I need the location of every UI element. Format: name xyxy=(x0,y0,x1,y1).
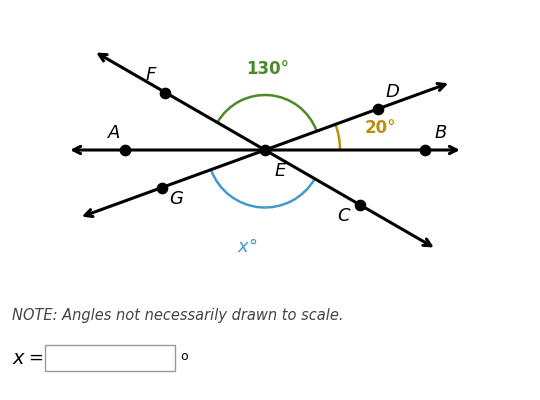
Text: B: B xyxy=(435,124,447,142)
FancyBboxPatch shape xyxy=(45,345,175,371)
Text: =: = xyxy=(28,349,43,367)
Text: $x$°: $x$° xyxy=(237,238,257,256)
Text: A: A xyxy=(107,124,120,142)
Point xyxy=(421,147,429,153)
Text: G: G xyxy=(170,190,184,208)
Text: NOTE: Angles not necessarily drawn to scale.: NOTE: Angles not necessarily drawn to sc… xyxy=(12,308,343,323)
Text: $x$: $x$ xyxy=(12,348,26,368)
Text: C: C xyxy=(338,207,350,225)
Text: D: D xyxy=(386,83,400,101)
Text: 130°: 130° xyxy=(246,60,289,78)
Text: o: o xyxy=(180,350,187,363)
Point xyxy=(261,147,269,153)
Text: 20°: 20° xyxy=(365,119,396,137)
Point xyxy=(356,202,364,208)
Point xyxy=(157,184,166,191)
Text: F: F xyxy=(145,66,156,84)
Point xyxy=(374,106,382,112)
Text: E: E xyxy=(275,162,286,180)
Point xyxy=(120,147,129,153)
Point xyxy=(161,89,170,96)
